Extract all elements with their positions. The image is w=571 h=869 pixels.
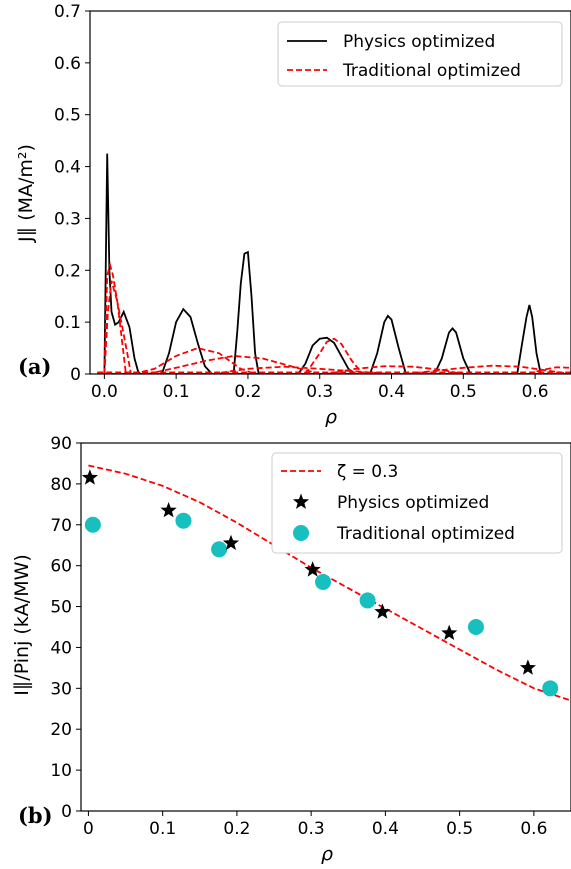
panel-a-legend-box: [277, 21, 563, 87]
physics-point: [441, 624, 458, 640]
panel-b: 0 0.1 0.2 0.3 0.4 0.5 0.6 0102030405060708090 …: [11, 434, 571, 865]
panel-a-x-tick-label: 0.4: [378, 382, 405, 402]
panel-a-x-tick-label: 0.5: [450, 382, 477, 402]
panel-b-x-tick-label: 0: [83, 819, 94, 839]
panel-b-frame: [80, 442, 571, 812]
panel-a: 0.0 0.1 0.2 0.3 0.4 0.5 0.6 00.10.20.30.40.50.…: [15, 2, 571, 428]
panel-a-x-tick-label: 0.1: [163, 382, 190, 402]
panel-a-y-tick-label: 0.3: [54, 209, 81, 229]
panel-b-legend-label-traditional: Traditional optimized: [336, 524, 515, 544]
panel-b-legend-swatch-traditional: [293, 525, 309, 541]
panel-a-y-axis-label: J∥ (MA/m²): [15, 144, 37, 243]
panel-a-y-ticks: 0 0.1 0.2 0.3 0.4 0.5 0.6 0.7: [54, 2, 90, 385]
panel-b-marks: [81, 464, 571, 702]
panel-a-label: (a): [18, 354, 51, 379]
panel-a-y-tick-label: 0.1: [54, 313, 81, 333]
panel-a-frame: [89, 10, 571, 375]
traditional-point: [175, 512, 192, 529]
panel-a-y-tick-label: 0.2: [54, 261, 81, 281]
physics-point: [304, 561, 321, 577]
panel-b-x-tick-label: 0.1: [149, 819, 176, 839]
traditional-point: [359, 592, 376, 609]
panel-b-legend: ζ = 0.3 Physics optimized Traditional op…: [271, 452, 563, 554]
panel-b-y-tick-label: 90: [50, 434, 72, 454]
panel-a-curves: [97, 153, 571, 374]
panel-b-y-tick-label: 80: [50, 475, 72, 495]
panel-b-legend-label-physics: Physics optimized: [337, 493, 489, 513]
physics-profile-5: [369, 314, 407, 374]
panel-b-x-tick-label: 0.2: [223, 819, 250, 839]
traditional-profile-6: [304, 337, 364, 374]
traditional-point: [467, 619, 484, 635]
traditional-profile-4: [147, 354, 320, 374]
panel-b-y-tick-label: 40: [50, 638, 72, 658]
panel-a-x-axis-label: ρ: [325, 406, 337, 428]
panel-a-x-tick-label: 0.6: [522, 382, 549, 402]
panel-b-y-tick-label: 60: [50, 557, 72, 577]
panel-a-y-tick-label: 0.5: [54, 106, 81, 126]
panel-b-x-tick-label: 0.6: [520, 819, 547, 839]
panel-b-y-axis-label: I∥/Pinj (kA/MW): [11, 554, 33, 696]
traditional-profile-1: [103, 261, 132, 374]
traditional-point: [211, 541, 228, 558]
panel-a-x-tick-label: 0.2: [234, 382, 261, 402]
panel-b-legend-swatch-physics: [292, 493, 310, 509]
panel-a-y-tick-label: 0.4: [54, 158, 81, 178]
traditional-profile-9: [527, 366, 571, 374]
panel-a-y-tick-label: 0: [70, 365, 81, 385]
panel-b-x-axis-label: ρ: [321, 843, 333, 865]
physics-profile-7: [516, 304, 542, 374]
panel-b-y-tick-label: 0: [61, 802, 72, 822]
physics-profile-3: [232, 250, 260, 374]
zeta-line: [88, 464, 571, 702]
physics-point: [81, 469, 98, 485]
physics-profile-2: [160, 307, 213, 374]
panel-b-label: (b): [18, 803, 53, 828]
panel-b-x-tick-label: 0.4: [372, 819, 399, 839]
panel-b-x-tick-label: 0.5: [446, 819, 473, 839]
panel-a-plot-area: [97, 153, 571, 374]
panel-a-x-tick-label: 0.0: [91, 382, 118, 402]
panel-a-legend: Physics optimized Traditional optimized: [277, 21, 563, 87]
traditional-profile-2: [103, 280, 127, 374]
panel-b-y-tick-label: 10: [50, 761, 72, 781]
panel-b-y-tick-label: 70: [50, 516, 72, 536]
panel-a-x-ticks: 0.0 0.1 0.2 0.3 0.4 0.5 0.6: [91, 374, 549, 402]
traditional-point: [315, 574, 332, 591]
physics-point: [160, 502, 177, 518]
traditional-point: [542, 680, 559, 697]
panel-b-y-tick-label: 50: [50, 598, 72, 618]
panel-b-y-tick-label: 20: [50, 720, 72, 740]
panel-b-y-ticks: 0 10 20 30 40 50 60 70 80 90: [50, 434, 81, 822]
traditional-profile-5: [211, 365, 392, 374]
panel-a-x-tick-label: 0.3: [306, 382, 333, 402]
physics-profile-1: [103, 153, 141, 374]
traditional-profile-3: [132, 347, 256, 374]
panel-a-y-tick-label: 0.7: [54, 2, 81, 22]
panel-b-legend-label-zeta: ζ = 0.3: [337, 462, 398, 482]
panel-a-legend-label-physics: Physics optimized: [343, 32, 495, 52]
physics-point: [222, 534, 240, 551]
traditional-profile-8: [405, 364, 571, 374]
panel-b-legend-box: [271, 452, 563, 554]
physics-point: [374, 603, 391, 619]
panel-b-y-tick-label: 30: [50, 679, 72, 699]
panel-b-x-ticks: 0 0.1 0.2 0.3 0.4 0.5 0.6: [83, 811, 547, 839]
traditional-point: [84, 516, 101, 533]
physics-profile-4: [297, 336, 357, 374]
panel-a-legend-label-traditional: Traditional optimized: [342, 61, 521, 81]
physics-point: [519, 659, 536, 675]
panel-b-plot-area: [81, 464, 571, 702]
panel-a-y-tick-label: 0.6: [54, 54, 81, 74]
panel-b-x-tick-label: 0.3: [298, 819, 325, 839]
physics-profile-6: [433, 327, 472, 374]
